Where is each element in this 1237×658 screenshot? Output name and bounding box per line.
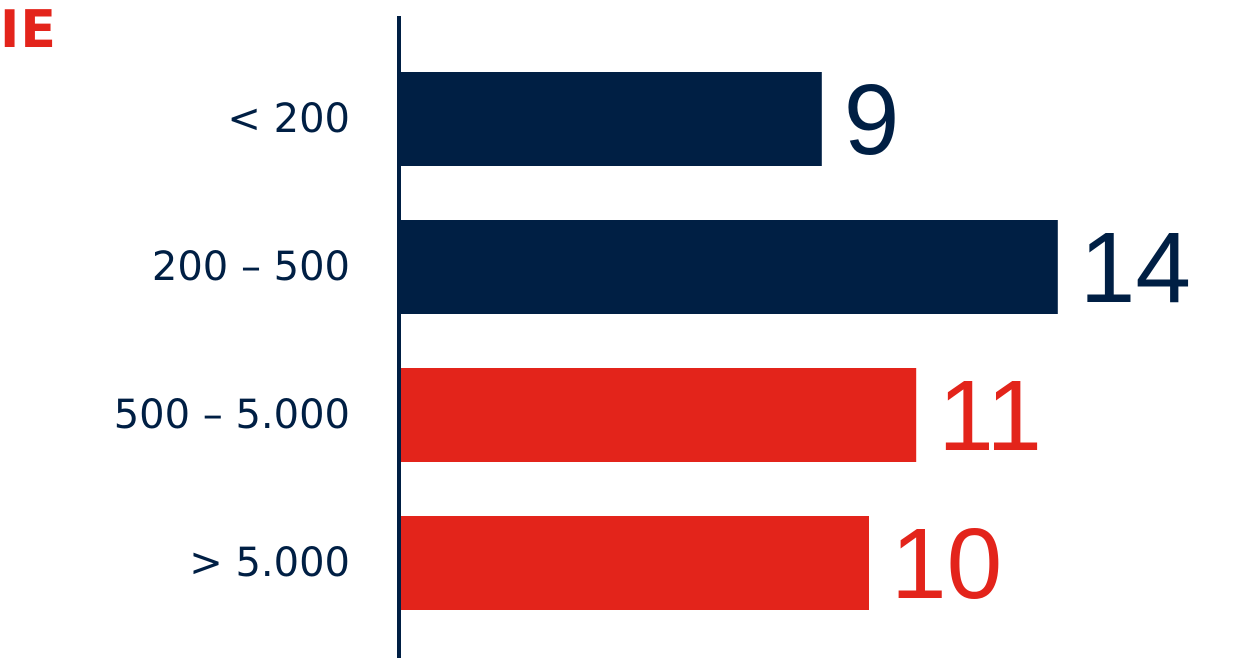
bar-0 bbox=[397, 72, 822, 166]
bar-1 bbox=[397, 220, 1058, 314]
value-label-3: 10 bbox=[891, 508, 1002, 620]
chart-title-fragment: IE bbox=[0, 0, 57, 60]
category-label-2: 500 – 5.000 bbox=[114, 392, 350, 438]
bars-layer bbox=[397, 72, 1058, 610]
value-label-1: 14 bbox=[1080, 212, 1191, 324]
value-label-0: 9 bbox=[844, 64, 900, 176]
category-labels-layer: < 200 200 – 500 500 – 5.000 > 5.000 bbox=[114, 96, 350, 586]
category-label-3: > 5.000 bbox=[189, 540, 350, 586]
category-label-1: 200 – 500 bbox=[152, 244, 350, 290]
value-labels-layer: 9 14 11 10 bbox=[844, 64, 1191, 620]
bar-3 bbox=[397, 516, 869, 610]
value-label-2: 11 bbox=[938, 360, 1042, 472]
category-label-0: < 200 bbox=[227, 96, 350, 142]
bar-2 bbox=[397, 368, 917, 462]
